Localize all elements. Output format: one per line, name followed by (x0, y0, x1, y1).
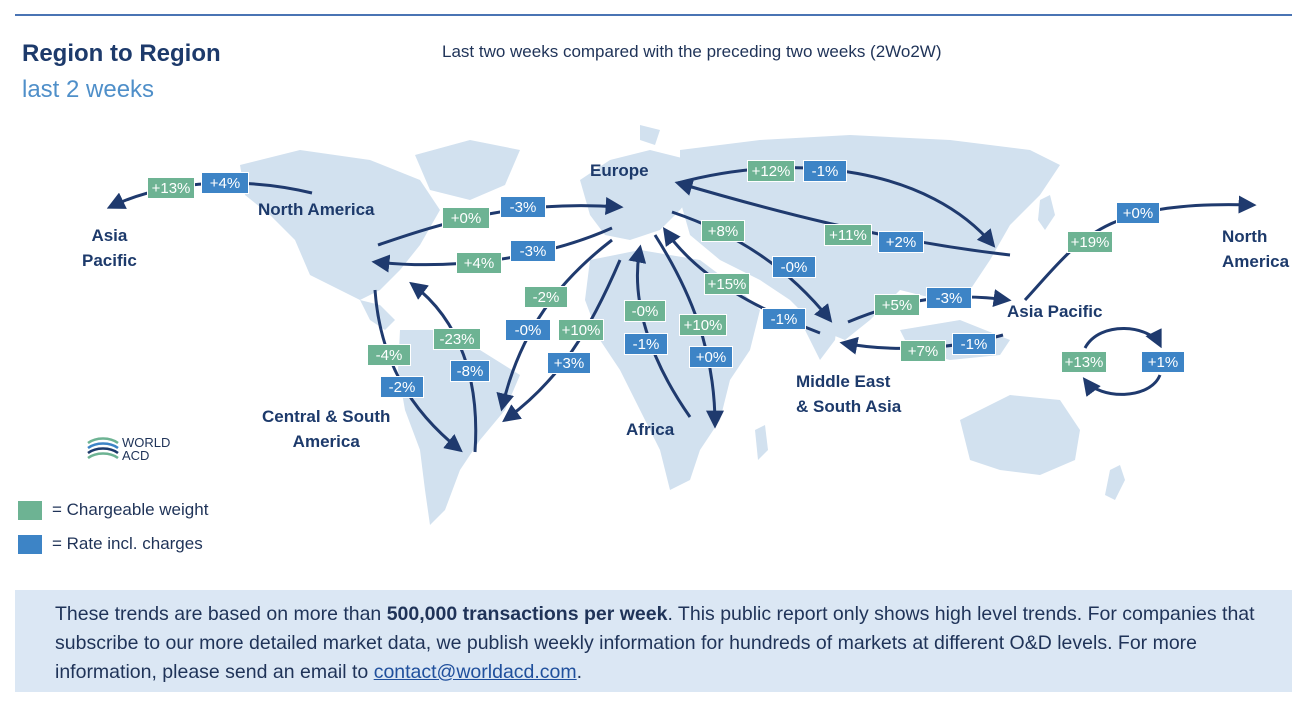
europe-shape (580, 150, 700, 240)
legend-rate-swatch (18, 534, 42, 554)
badge-eu-me-weight: +8% (701, 220, 745, 242)
legend-weight-swatch (18, 500, 42, 520)
region-label-central-south-america: Central & South America (262, 407, 391, 451)
worldacd-logo-text: WORLD ACD (122, 435, 171, 463)
legend-rate: = Rate incl. charges (18, 534, 203, 554)
page-title: Region to Region (22, 40, 221, 67)
arrow-ap-intra-bottom (1082, 374, 1162, 397)
badge-csa-na-rate: -8% (450, 360, 490, 382)
badge-eu-af-weight: +10% (679, 314, 727, 336)
north-america-shape (240, 150, 440, 300)
legend-rate-label: = Rate incl. charges (52, 534, 203, 553)
footer-text: These trends are based on more than 500,… (55, 603, 1255, 683)
badge-na-ap-rate: +4% (201, 172, 249, 194)
arrow-ap-to-eu (674, 178, 1011, 257)
badge-me-eu-rate: -1% (762, 308, 806, 330)
badge-eu-ap-weight: +12% (747, 160, 795, 182)
badge-ap-eu-rate: +2% (878, 231, 924, 253)
badge-eu-na-rate: -3% (510, 240, 556, 262)
arrow-csa-to-na (409, 281, 478, 453)
region-label-asia-pacific: Asia Pacific (1007, 302, 1103, 321)
badge-af-eu-weight: -0% (624, 300, 666, 322)
legend-weight: = Chargeable weight (18, 500, 208, 520)
region-label-africa: Africa (626, 420, 675, 439)
legend-weight-label: = Chargeable weight (52, 500, 209, 519)
badge-eu-me-rate: -0% (772, 256, 816, 278)
badge-me-ap-weight: +5% (874, 294, 920, 316)
region-label-north-america-right: North America (1222, 227, 1290, 271)
worldacd-logo: WORLD ACD (86, 433, 170, 465)
badge-csa-eu-rate: +3% (547, 352, 591, 374)
badge-af-eu-rate: -1% (624, 333, 668, 355)
worldacd-logo-icon (87, 437, 119, 460)
region-label-asia-pacific-left: Asia Pacific (82, 226, 137, 270)
footer-note: These trends are based on more than 500,… (15, 590, 1292, 692)
badge-na-csa-rate: -2% (380, 376, 424, 398)
badge-na-eu-weight: +0% (442, 207, 490, 229)
arrow-ap-to-na (1023, 195, 1257, 302)
footer-bold-text: 500,000 transactions per week (386, 603, 668, 625)
badge-me-eu-weight: +15% (704, 273, 750, 295)
arrow-csa-to-eu (502, 259, 622, 423)
badge-csa-na-weight: -23% (433, 328, 481, 350)
arrow-eu-to-ap (677, 166, 996, 248)
contact-email-link[interactable]: contact@worldacd.com (373, 661, 577, 683)
australia-shape (960, 395, 1080, 475)
badge-me-ap-rate: -3% (926, 287, 972, 309)
arrow-eu-to-me (671, 210, 833, 323)
badge-eu-af-rate: +0% (689, 346, 733, 368)
header-divider (15, 14, 1292, 16)
arrow-me-to-ap (847, 289, 1012, 324)
badge-ap-ap-weight: +13% (1061, 351, 1107, 373)
badge-eu-ap-rate: -1% (803, 160, 847, 182)
greenland-shape (415, 140, 520, 200)
badge-ap-eu-weight: +11% (824, 224, 872, 246)
badge-eu-na-weight: +4% (456, 252, 502, 274)
badge-na-eu-rate: -3% (500, 196, 546, 218)
region-label-europe: Europe (590, 161, 649, 180)
comparison-caption: Last two weeks compared with the precedi… (442, 42, 942, 61)
badge-na-ap-weight: +13% (147, 177, 195, 199)
badge-ap-ap-rate: +1% (1141, 351, 1185, 373)
badge-eu-csa-rate: -0% (505, 319, 551, 341)
badge-na-csa-weight: -4% (367, 344, 411, 366)
arrow-af-to-eu (628, 244, 692, 418)
badge-ap-na-weight: +19% (1067, 231, 1113, 253)
region-label-north-america: North America (258, 200, 375, 219)
badge-csa-eu-weight: +10% (558, 319, 604, 341)
region-label-middle-east: Middle East & South Asia (796, 372, 902, 416)
arrow-eu-to-csa (496, 238, 613, 412)
badge-ap-me-rate: -1% (952, 333, 996, 355)
badge-ap-me-weight: +7% (900, 340, 946, 362)
page-subtitle: last 2 weeks (22, 76, 155, 103)
arrow-ap-intra-top (1083, 327, 1162, 349)
badge-eu-csa-weight: -2% (524, 286, 568, 308)
badge-ap-na-rate: +0% (1116, 202, 1160, 224)
